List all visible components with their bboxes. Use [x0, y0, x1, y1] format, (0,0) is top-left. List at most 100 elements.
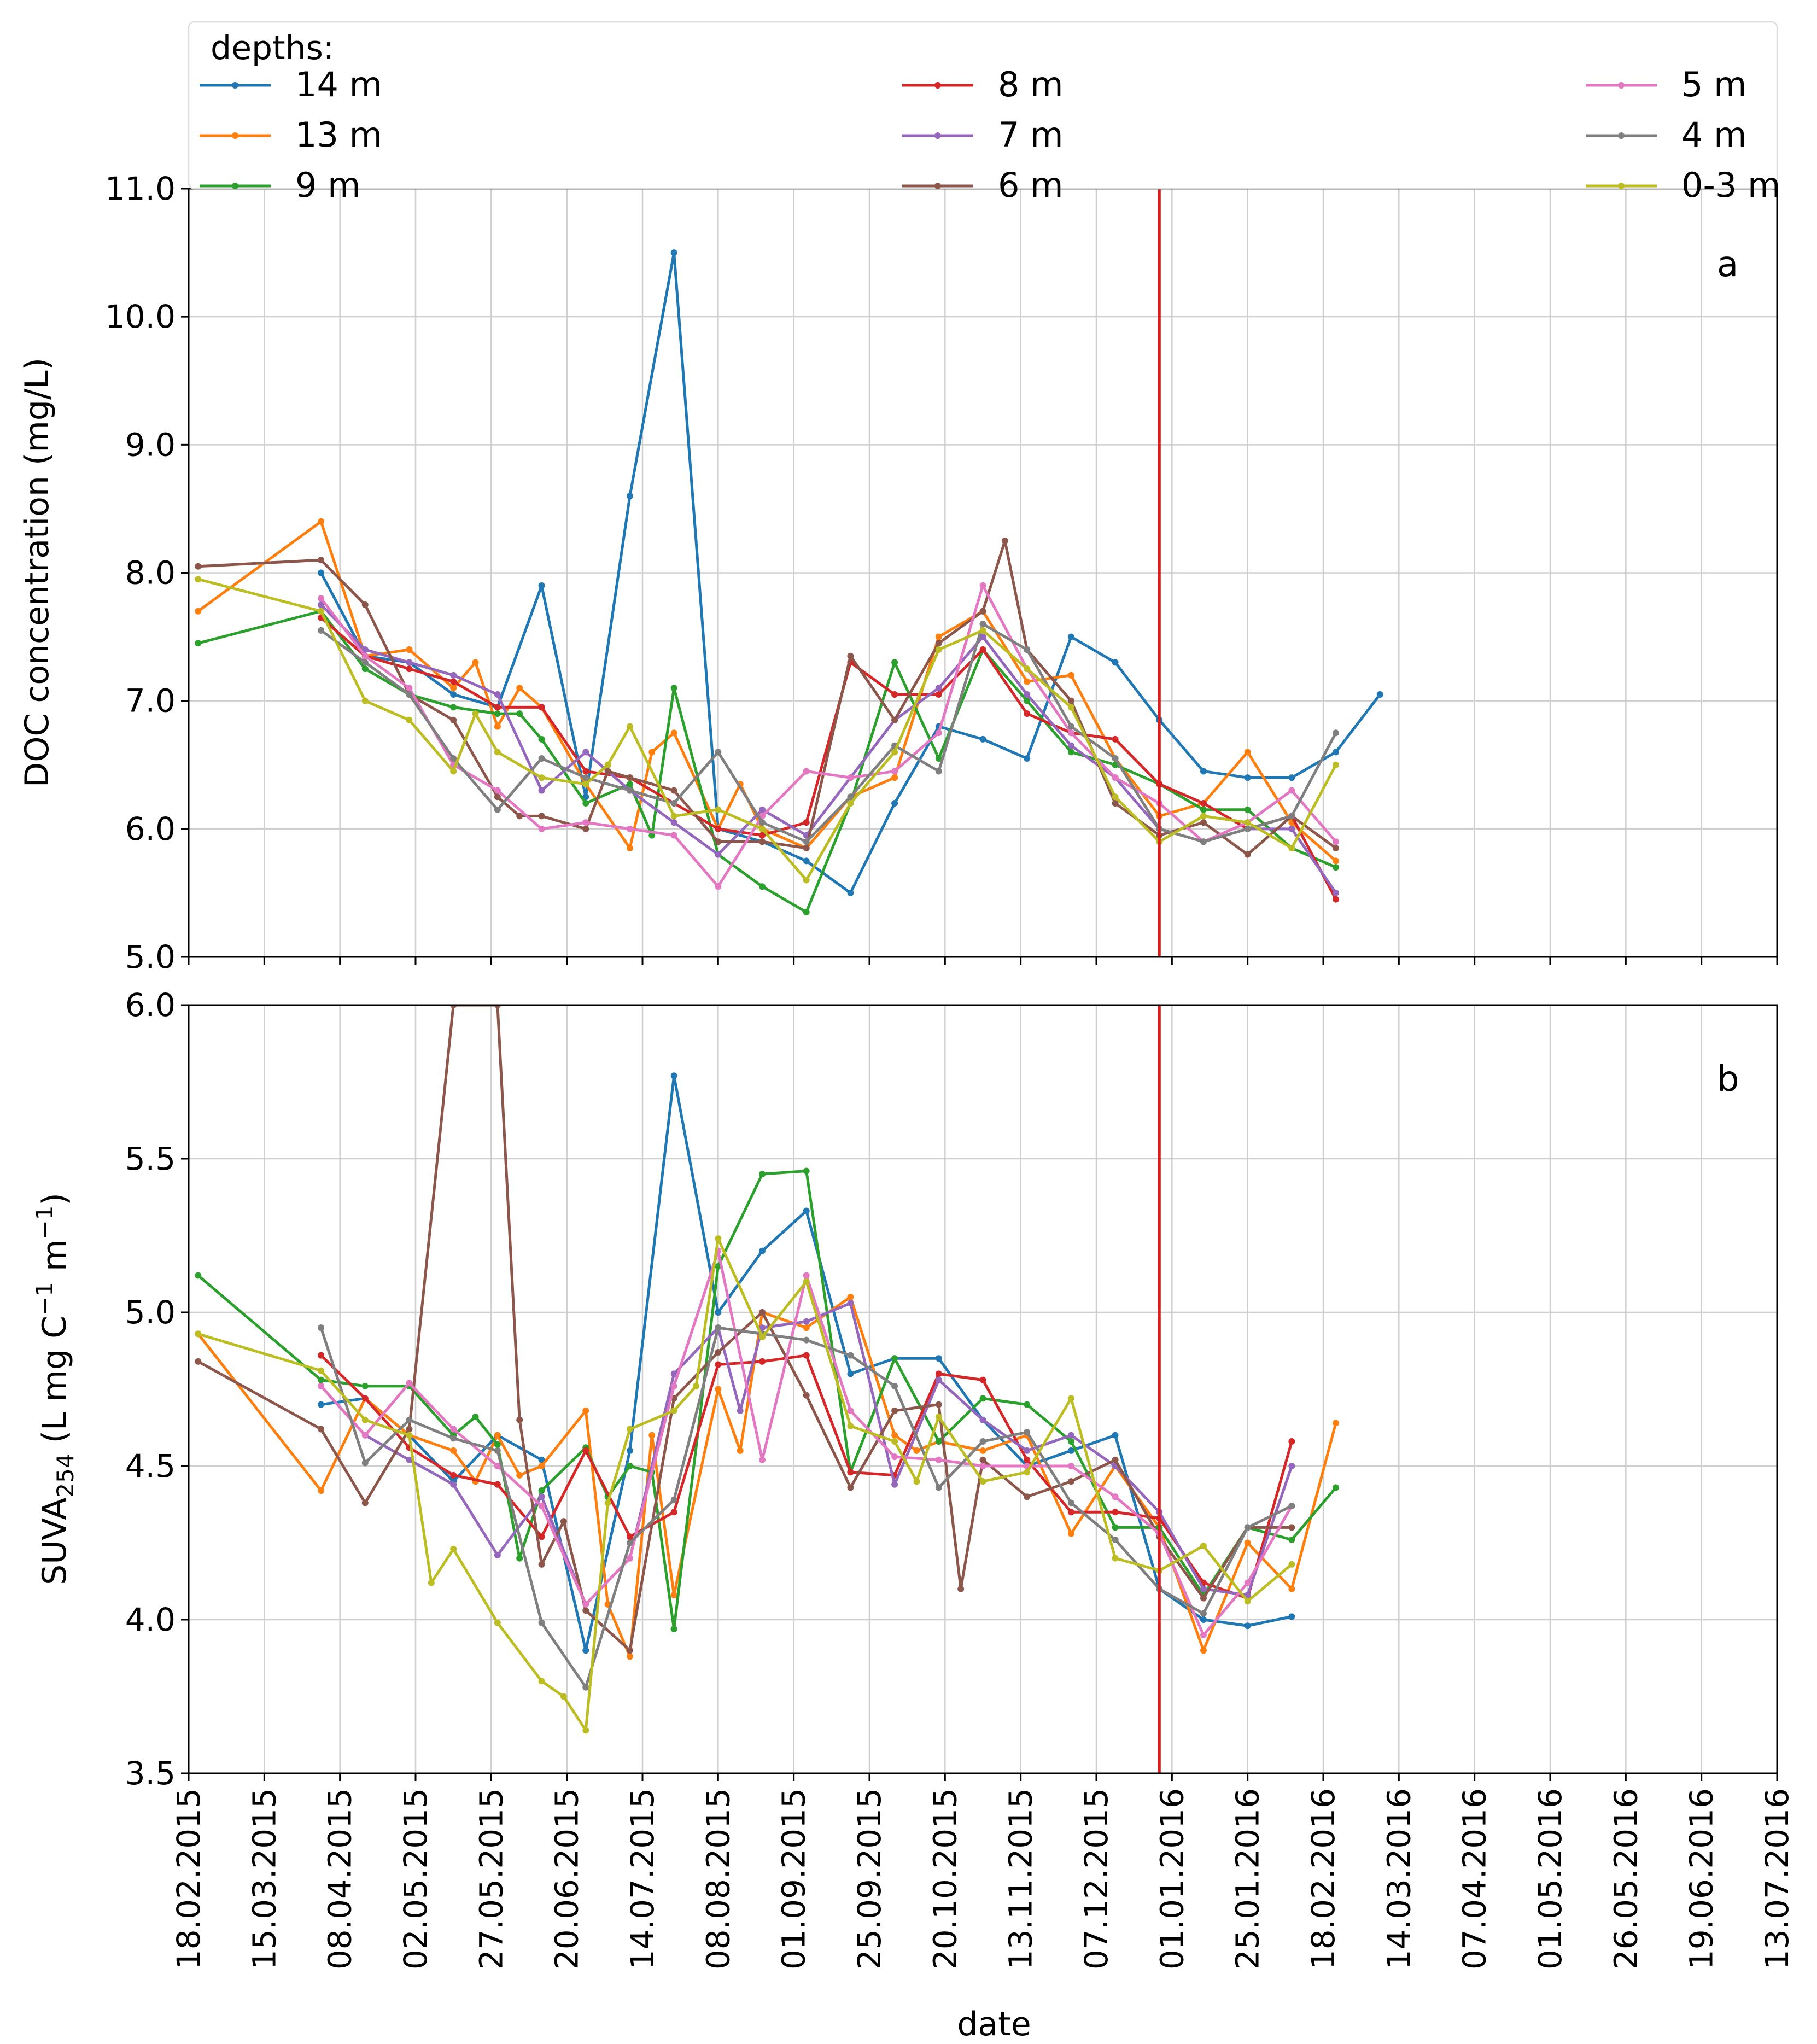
data-point — [670, 1072, 677, 1079]
data-point — [1112, 1456, 1119, 1463]
data-point — [195, 608, 202, 615]
panel-b-ytick-label: 5.0 — [125, 1294, 176, 1331]
data-point — [715, 1235, 722, 1242]
data-point — [450, 691, 457, 698]
data-point — [935, 646, 942, 653]
data-point — [891, 749, 898, 756]
data-point — [494, 1441, 501, 1448]
data-point — [1333, 1484, 1340, 1491]
data-point — [803, 1207, 810, 1214]
series-8-m — [318, 1352, 1295, 1602]
x-tick-label: 13.11.2015 — [1002, 1788, 1039, 1970]
data-point — [472, 710, 479, 717]
panel-a-axes: 5.0 6.0 7.0 8.0 9.0 10.0 11.0 — [105, 170, 1778, 976]
data-point — [1244, 774, 1251, 781]
data-point — [1333, 1420, 1340, 1427]
data-point — [318, 569, 325, 576]
data-point — [759, 883, 766, 890]
data-point — [891, 800, 898, 807]
data-point — [472, 1414, 479, 1421]
series-5-m — [318, 1247, 1295, 1639]
panel-a-ytick-label: 6.0 — [125, 810, 176, 848]
data-point — [318, 1426, 325, 1433]
series-4-m — [318, 1324, 1295, 1691]
data-point — [361, 601, 369, 609]
data-point — [803, 768, 810, 775]
data-point — [1333, 864, 1340, 871]
data-point — [759, 1333, 766, 1340]
data-point — [318, 1367, 325, 1374]
data-point — [494, 793, 501, 801]
data-point — [318, 1376, 325, 1383]
data-point — [538, 1561, 545, 1568]
data-point — [1200, 1595, 1207, 1602]
panel-b-ytick-label: 4.5 — [125, 1447, 176, 1485]
data-point — [803, 1272, 810, 1279]
data-point — [582, 1601, 589, 1608]
x-tick-label: 08.08.2015 — [699, 1788, 737, 1970]
data-point — [1067, 671, 1074, 679]
data-point — [979, 608, 986, 615]
data-point — [759, 832, 766, 839]
data-point — [604, 1499, 611, 1506]
data-point — [715, 1386, 722, 1393]
data-point — [891, 768, 898, 775]
data-point — [450, 1545, 457, 1552]
data-point — [538, 787, 545, 794]
data-point — [979, 646, 986, 653]
data-point — [648, 749, 656, 756]
data-point — [670, 787, 677, 794]
x-tick-label: 08.04.2015 — [322, 1788, 359, 1970]
data-point — [1288, 1585, 1295, 1592]
data-point — [957, 1585, 965, 1592]
panel-a-label: a — [1717, 244, 1738, 285]
data-point — [1244, 1598, 1251, 1605]
data-point — [318, 557, 325, 564]
data-point — [494, 1432, 501, 1439]
data-point — [361, 646, 369, 653]
x-tick-label: 14.07.2015 — [624, 1788, 661, 1970]
data-point — [1376, 691, 1383, 698]
data-point — [494, 1481, 501, 1488]
data-point — [935, 1438, 942, 1445]
data-point — [626, 825, 633, 832]
data-point — [450, 671, 457, 679]
data-point — [582, 1647, 589, 1654]
data-point — [1288, 1613, 1295, 1620]
data-point — [891, 1438, 898, 1445]
data-point — [913, 1478, 920, 1485]
data-point — [406, 646, 413, 653]
data-point — [715, 1361, 722, 1368]
data-point — [979, 1395, 986, 1402]
data-point — [1200, 1616, 1207, 1623]
data-point — [361, 1416, 369, 1423]
data-point — [582, 1447, 589, 1454]
data-point — [935, 1376, 942, 1383]
data-point — [626, 1426, 633, 1433]
data-point — [891, 1407, 898, 1414]
data-point — [891, 1453, 898, 1461]
data-point — [1067, 742, 1074, 749]
data-point — [759, 806, 766, 813]
data-point — [538, 1533, 545, 1540]
panel-b-ytick-label: 3.5 — [125, 1755, 176, 1792]
data-point — [318, 595, 325, 602]
data-point — [803, 1278, 810, 1285]
data-point — [1112, 735, 1119, 743]
data-point — [1001, 537, 1008, 544]
data-point — [715, 883, 722, 890]
data-point — [1288, 1503, 1295, 1510]
data-point — [979, 1438, 986, 1445]
data-point — [626, 774, 633, 781]
x-tick-label: 01.09.2015 — [775, 1788, 813, 1970]
panel-a-ylabel: DOC concentration (mg/L) — [18, 358, 56, 787]
data-point — [979, 1456, 986, 1463]
data-point — [1200, 838, 1207, 845]
data-point — [361, 1432, 369, 1439]
panel-a-series — [195, 249, 1383, 916]
data-point — [450, 678, 457, 685]
data-point — [1067, 1447, 1074, 1454]
data-point — [670, 1382, 677, 1389]
